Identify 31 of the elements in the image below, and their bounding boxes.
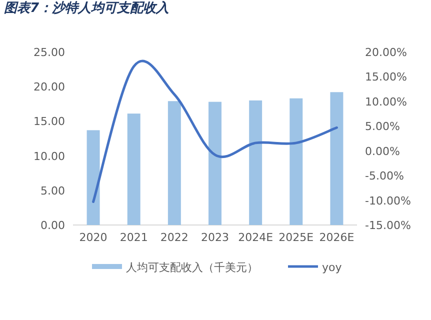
legend-label: yoy xyxy=(322,261,342,274)
x-tick-label: 2021 xyxy=(120,231,148,244)
y-tick-label: 5.00 xyxy=(40,184,65,198)
x-tick-label: 2023 xyxy=(201,231,229,244)
bar xyxy=(330,92,344,225)
bar xyxy=(168,101,181,225)
bar xyxy=(290,98,303,225)
x-tick-label: 2022 xyxy=(160,231,188,244)
y2-tick-label: 15.00% xyxy=(365,70,407,84)
x-tick-label: 2026E xyxy=(319,231,354,244)
y2-tick-label: 10.00% xyxy=(365,95,407,108)
y2-tick-label: -10.00% xyxy=(365,194,411,208)
y-tick-label: 25.00 xyxy=(34,46,65,59)
chart-title: 图表7：沙特人均可支配收入 xyxy=(4,0,170,16)
legend-label: 人均可支配收入（千美元） xyxy=(126,261,258,274)
bar xyxy=(86,130,100,225)
y2-tick-label: 20.00% xyxy=(365,46,407,59)
x-tick-label: 2024E xyxy=(238,231,274,244)
x-tick-label: 2025E xyxy=(278,231,314,244)
y-tick-label: 20.00 xyxy=(34,80,65,94)
y-tick-label: 10.00 xyxy=(34,150,65,163)
y2-tick-label: -5.00% xyxy=(365,170,404,183)
x-tick-label: 2020 xyxy=(79,231,108,244)
y-tick-label: 0.00 xyxy=(40,219,65,232)
y2-tick-label: 5.00% xyxy=(365,120,400,134)
bar xyxy=(127,114,140,225)
y2-tick-label: 0.00% xyxy=(365,144,400,158)
y-tick-label: 15.00 xyxy=(34,115,65,128)
bar xyxy=(249,100,262,225)
bar xyxy=(208,102,222,225)
y2-tick-label: -15.00% xyxy=(365,219,411,232)
